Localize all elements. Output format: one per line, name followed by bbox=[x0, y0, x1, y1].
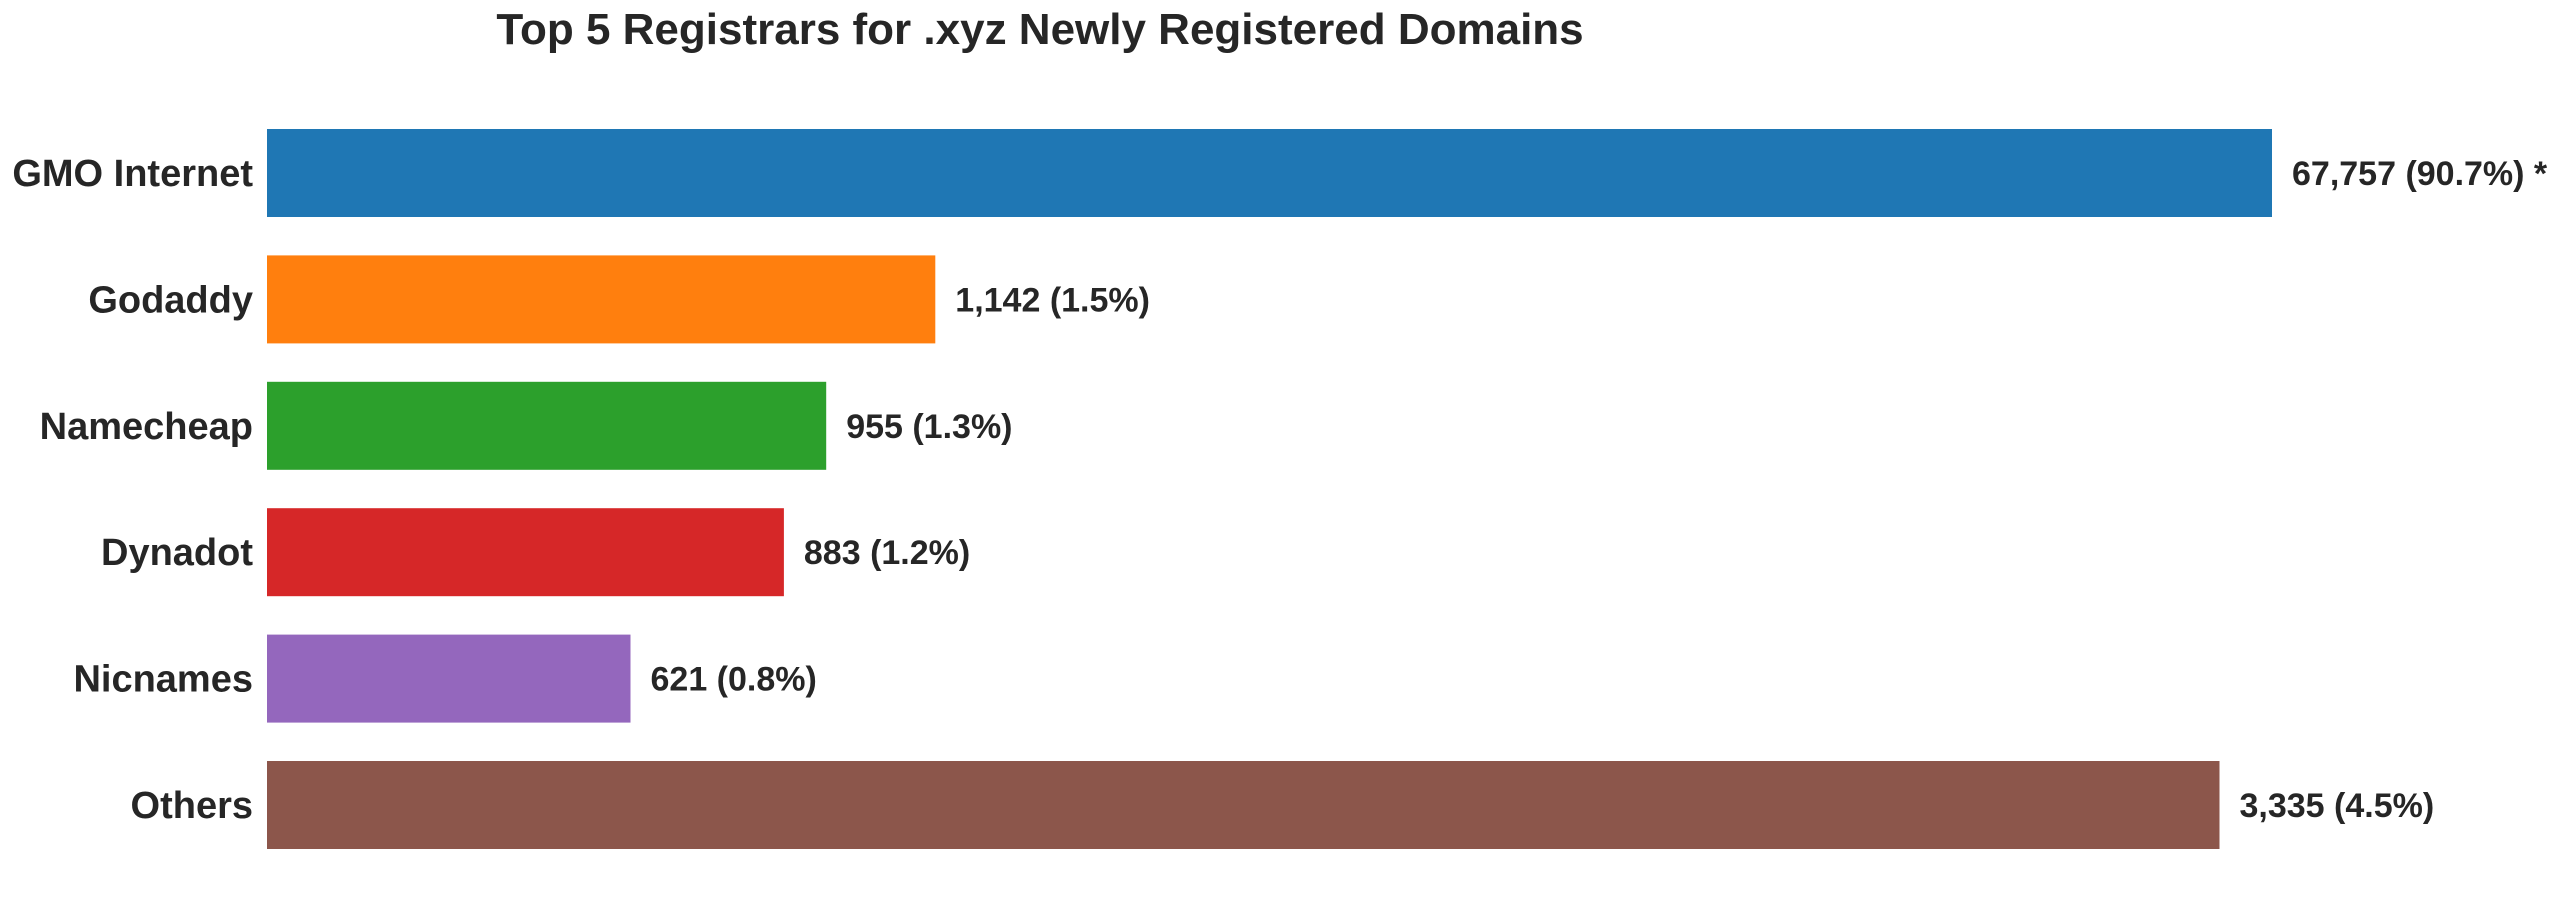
tick-label-namecheap: Namecheap bbox=[40, 406, 253, 448]
tick-label-godaddy: Godaddy bbox=[88, 279, 253, 321]
bar-dynadot bbox=[267, 508, 784, 597]
chart-title: Top 5 Registrars for .xyz Newly Register… bbox=[496, 5, 1583, 54]
data-labels: 67,757 (90.7%) * 1,142 (1.5%) 955 (1.3%) 88… bbox=[651, 155, 2548, 825]
category-tick-labels: GMO Internet Godaddy Namecheap Dynadot Nicna… bbox=[12, 153, 253, 827]
data-label-godaddy: 1,142 (1.5%) bbox=[955, 281, 1150, 319]
tick-label-dynadot: Dynadot bbox=[101, 532, 253, 574]
data-label-dynadot: 883 (1.2%) bbox=[804, 534, 970, 572]
bar-nicnames bbox=[267, 634, 631, 723]
data-label-gmo-internet: 67,757 (90.7%) * bbox=[2292, 155, 2548, 193]
tick-label-gmo-internet: GMO Internet bbox=[12, 153, 253, 195]
tick-label-nicnames: Nicnames bbox=[73, 659, 253, 701]
bar-namecheap bbox=[267, 381, 827, 470]
bar-godaddy bbox=[267, 255, 936, 344]
bar-gmo-internet bbox=[267, 129, 2272, 217]
bars-layer bbox=[267, 129, 2272, 849]
tick-label-others: Others bbox=[131, 785, 253, 827]
data-label-namecheap: 955 (1.3%) bbox=[846, 408, 1012, 446]
bar-others bbox=[267, 761, 2220, 849]
data-label-nicnames: 621 (0.8%) bbox=[651, 661, 817, 699]
data-label-others: 3,335 (4.5%) bbox=[2240, 787, 2435, 825]
